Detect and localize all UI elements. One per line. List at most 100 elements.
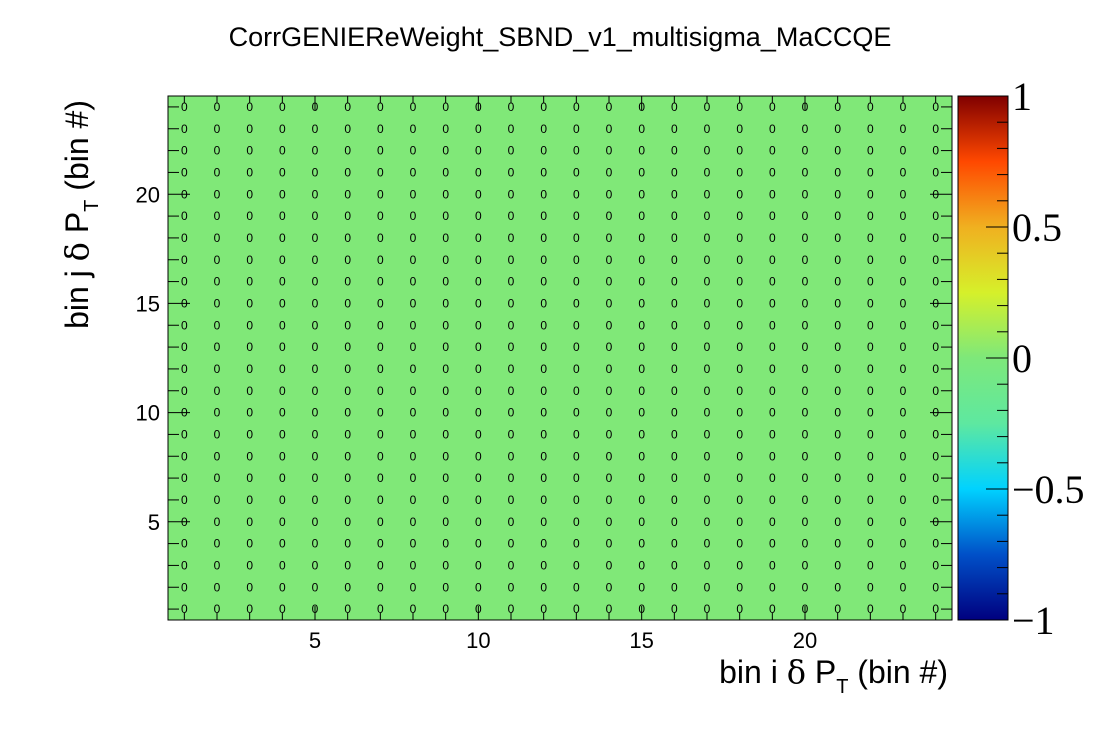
cell-value-label: 0	[475, 537, 482, 551]
heatmap-cell	[396, 227, 430, 250]
heatmap-cell	[462, 445, 496, 468]
cell-value-label: 0	[704, 340, 711, 354]
cell-value-label: 0	[704, 406, 711, 420]
heatmap-cell	[364, 96, 398, 119]
cell-value-label: 0	[736, 471, 743, 485]
cell-value-label: 0	[671, 406, 678, 420]
heatmap-cell	[756, 270, 790, 293]
heatmap-cell	[331, 183, 365, 206]
cell-value-label: 0	[246, 253, 253, 267]
heatmap-cell	[233, 576, 267, 599]
cell-value-label: 0	[377, 362, 384, 376]
heatmap-cell	[200, 292, 234, 315]
cell-value-label: 0	[900, 144, 907, 158]
heatmap-cell	[266, 161, 300, 184]
cell-value-label: 0	[704, 384, 711, 398]
cell-value-label: 0	[900, 209, 907, 223]
heatmap-cell	[821, 379, 855, 403]
cell-value-label: 0	[377, 406, 384, 420]
heatmap-cell	[592, 554, 626, 577]
cell-value-label: 0	[769, 537, 776, 551]
heatmap-cell	[854, 467, 888, 490]
heatmap-cell	[919, 205, 953, 228]
cell-value-label: 0	[867, 340, 874, 354]
heatmap-cell	[494, 379, 528, 403]
cell-value-label: 0	[900, 231, 907, 245]
cell-value-label: 0	[214, 537, 221, 551]
heatmap-cell	[331, 161, 365, 184]
heatmap-cell	[298, 445, 332, 468]
cell-value-label: 0	[312, 144, 319, 158]
cell-value-label: 0	[442, 558, 449, 572]
heatmap-cell	[494, 358, 528, 381]
colorbar-tick-label: 1	[1012, 74, 1032, 119]
x-axis-label: bin i δ PT (bin #)	[719, 653, 948, 698]
cell-value-label: 0	[704, 493, 711, 507]
cell-value-label: 0	[475, 580, 482, 594]
heatmap-cell	[560, 510, 594, 534]
cell-value-label: 0	[410, 318, 417, 332]
heatmap-cell	[298, 270, 332, 293]
heatmap-cell	[788, 292, 822, 315]
heatmap-cell	[364, 532, 398, 555]
cell-value-label: 0	[410, 493, 417, 507]
heatmap-cell	[527, 510, 561, 534]
heatmap-cell	[821, 336, 855, 359]
cell-value-label: 0	[410, 187, 417, 201]
heatmap-cell	[331, 445, 365, 468]
heatmap-cell	[723, 554, 757, 577]
heatmap-cell	[168, 205, 202, 228]
cell-value-label: 0	[312, 209, 319, 223]
cell-value-label: 0	[246, 493, 253, 507]
heatmap-cell	[396, 598, 430, 621]
heatmap-cell	[592, 96, 626, 119]
cell-value-label: 0	[834, 100, 841, 114]
heatmap-cell	[886, 576, 920, 599]
cell-value-label: 0	[377, 275, 384, 289]
cell-value-label: 0	[736, 340, 743, 354]
cell-value-label: 0	[769, 449, 776, 463]
heatmap-cell	[788, 423, 822, 446]
cell-value-label: 0	[442, 406, 449, 420]
heatmap-cell	[266, 227, 300, 250]
heatmap-cell	[331, 598, 365, 621]
heatmap-cell	[168, 336, 202, 359]
cell-value-label: 0	[410, 209, 417, 223]
heatmap-cell-labels: 0 0 0 0 0 0 0 0 0 0 0 0 0 0 0 0 0 0 0 0 0 0 0 0 0 0 0 0 0 0 0 0 0 0 0 0 0 0 0 0…	[181, 100, 939, 616]
cell-value-label: 0	[834, 537, 841, 551]
cell-value-label: 0	[279, 165, 286, 179]
heatmap-cell	[560, 161, 594, 184]
cell-value-label: 0	[442, 471, 449, 485]
cell-value-label: 0	[540, 471, 547, 485]
cell-value-label: 0	[279, 537, 286, 551]
cell-value-label: 0	[377, 187, 384, 201]
heatmap-cell	[331, 96, 365, 119]
cell-value-label: 0	[214, 122, 221, 136]
cell-value-label: 0	[475, 471, 482, 485]
heatmap-cell	[200, 467, 234, 490]
y-tick-label: 10	[136, 401, 160, 426]
cell-value-label: 0	[312, 406, 319, 420]
heatmap-cell	[821, 139, 855, 162]
heatmap-cell	[494, 423, 528, 446]
heatmap-cell	[690, 96, 724, 119]
cell-value-label: 0	[442, 122, 449, 136]
heatmap-cell	[854, 96, 888, 119]
cell-value-label: 0	[932, 275, 939, 289]
cell-value-label: 0	[344, 427, 351, 441]
cell-value-label: 0	[279, 384, 286, 398]
heatmap-cell	[919, 248, 953, 272]
heatmap-cell	[723, 401, 757, 424]
heatmap-cell	[331, 576, 365, 599]
heatmap-cell	[429, 379, 463, 403]
heatmap-cell	[298, 554, 332, 577]
cell-value-label: 0	[900, 340, 907, 354]
cell-value-label: 0	[769, 362, 776, 376]
cell-value-label: 0	[834, 209, 841, 223]
heatmap-cell	[527, 401, 561, 424]
heatmap-cell	[723, 532, 757, 555]
heatmap-cell	[494, 292, 528, 315]
cell-value-label: 0	[769, 144, 776, 158]
heatmap-cell	[690, 314, 724, 337]
heatmap-cell	[396, 379, 430, 403]
